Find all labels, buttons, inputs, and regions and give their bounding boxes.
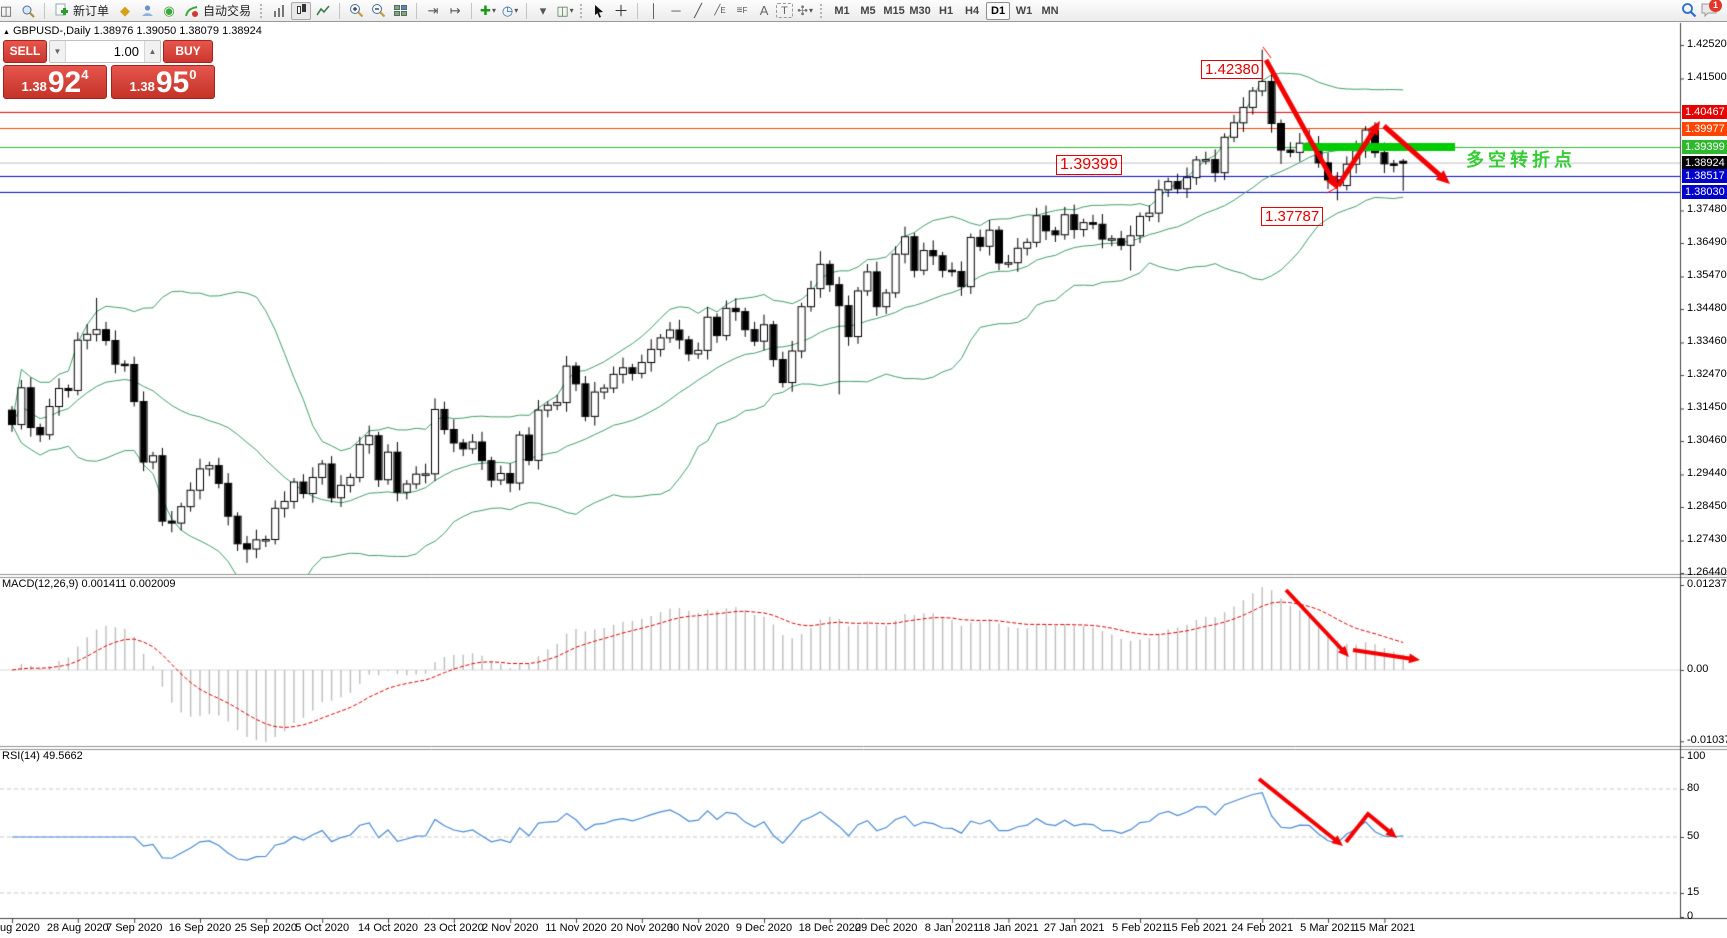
fibonacci-icon[interactable]: ≡ F [736, 5, 748, 16]
divider [339, 2, 341, 19]
horizontal-line-icon[interactable]: ─ [671, 3, 681, 18]
signals-icon[interactable]: ◉ [163, 2, 175, 18]
timeframe-m5[interactable]: M5 [856, 2, 880, 20]
equidistant-channel-icon[interactable]: ╱ E [714, 5, 726, 16]
timeframe-mn[interactable]: MN [1038, 2, 1062, 20]
buy-price-display[interactable]: 1.38 95 0 [111, 65, 215, 99]
sell-button[interactable]: SELL [3, 40, 47, 63]
chevron-down-icon: ▾ [569, 6, 574, 15]
peak-price-callout[interactable]: 1.42380 [1201, 60, 1264, 79]
chevron-down-icon: ▾ [808, 6, 813, 15]
timeframe-h4[interactable]: H4 [960, 2, 984, 20]
collapse-icon[interactable]: ▲ [3, 29, 10, 36]
indicators-icon[interactable]: ✚ ▾ [480, 2, 496, 18]
volume-stepper: ▼ ▲ [49, 40, 161, 63]
autotrade-button[interactable]: 自动交易 [203, 4, 252, 18]
tile-windows-icon[interactable] [390, 2, 410, 20]
divider [416, 2, 418, 19]
notification-badge: 1 [1709, 0, 1722, 12]
notifications-icon[interactable]: 1 [1699, 0, 1722, 19]
symbol-ohlc-line: ▲ GBPUSD-,Daily 1.38976 1.39050 1.38079 1… [3, 25, 262, 37]
chart-window-icon[interactable]: ◫ [0, 2, 13, 18]
timeframe-m30[interactable]: M30 [908, 2, 932, 20]
volume-decrease-button[interactable]: ▼ [50, 41, 66, 62]
indicator-window-icon[interactable]: ◫ ▾ [556, 2, 574, 18]
periods-icon[interactable]: ◷ ▾ [501, 2, 519, 18]
toolbar-grip [820, 3, 824, 18]
divider [44, 2, 45, 19]
timeframe-d1[interactable]: D1 [986, 1, 1011, 20]
volume-increase-button[interactable]: ▲ [144, 41, 160, 62]
autotrade-icon[interactable] [181, 2, 201, 20]
auto-scroll-icon[interactable]: ⇥ [427, 2, 439, 18]
line-chart-icon[interactable] [313, 2, 333, 20]
templates-dropdown-icon[interactable]: ▾ [539, 2, 547, 18]
print-preview-icon[interactable] [18, 2, 38, 20]
chevron-down-icon: ▾ [514, 6, 519, 15]
rsi-label: RSI(14) 49.5662 [2, 750, 83, 762]
crosshair-icon[interactable]: ＋ [613, 3, 629, 20]
volume-input[interactable] [66, 41, 144, 62]
support-price-callout[interactable]: 1.39399 [1056, 155, 1122, 175]
search-icon[interactable] [1679, 1, 1699, 19]
bar-chart-icon[interactable] [269, 2, 289, 20]
chart-window: ▲ GBPUSD-,Daily 1.38976 1.39050 1.38079 1… [0, 22, 1727, 938]
timeframe-m15[interactable]: M15 [882, 2, 906, 20]
timeframe-w1[interactable]: W1 [1012, 2, 1036, 20]
macd-label: MACD(12,26,9) 0.001411 0.002009 [2, 578, 176, 590]
zoom-in-icon[interactable] [346, 2, 366, 20]
timeframe-m1[interactable]: M1 [830, 2, 854, 20]
divider [471, 2, 473, 19]
low-price-callout[interactable]: 1.37787 [1261, 207, 1324, 226]
sell-price-display[interactable]: 1.38 92 4 [3, 65, 107, 99]
chart-canvas[interactable] [0, 22, 1727, 938]
divider [526, 2, 528, 19]
timeframe-bar: M1 M5 M15 M30 H1 H4 D1 W1 MN [829, 1, 1063, 20]
deposit-icon[interactable]: ◆ [120, 2, 131, 18]
chevron-down-icon: ▾ [491, 6, 496, 15]
profile-icon[interactable] [137, 2, 157, 20]
arrows-tool-icon[interactable]: ✣ ▾ [797, 2, 813, 18]
toolbar-grip [260, 3, 264, 18]
chart-shift-icon[interactable]: ↦ [449, 2, 461, 18]
text-icon[interactable]: A [759, 3, 769, 18]
vertical-line-icon[interactable]: │ [649, 3, 659, 18]
divider [637, 2, 639, 19]
timeframe-h1[interactable]: H1 [934, 2, 958, 20]
text-label-icon[interactable]: T [776, 3, 794, 18]
candlestick-chart-icon[interactable] [291, 1, 312, 20]
trendline-icon[interactable]: ╱ [694, 2, 702, 18]
new-order-button[interactable]: 新订单 [73, 4, 110, 18]
toolbar-grip [580, 3, 584, 18]
turning-point-note[interactable]: 多空转折点 [1466, 150, 1576, 170]
zoom-out-icon[interactable] [368, 2, 388, 20]
new-order-icon[interactable] [51, 2, 71, 20]
buy-button[interactable]: BUY [163, 40, 213, 63]
main-toolbar: ◫ 新订单 ◆ ◉ 自动交易 ⇥ ↦ ✚ ▾ ◷ ▾ ▾ ◫ ▾ ＋ │ ─ ╱ ╱ E… [0, 0, 1727, 22]
cursor-icon[interactable] [589, 2, 609, 20]
